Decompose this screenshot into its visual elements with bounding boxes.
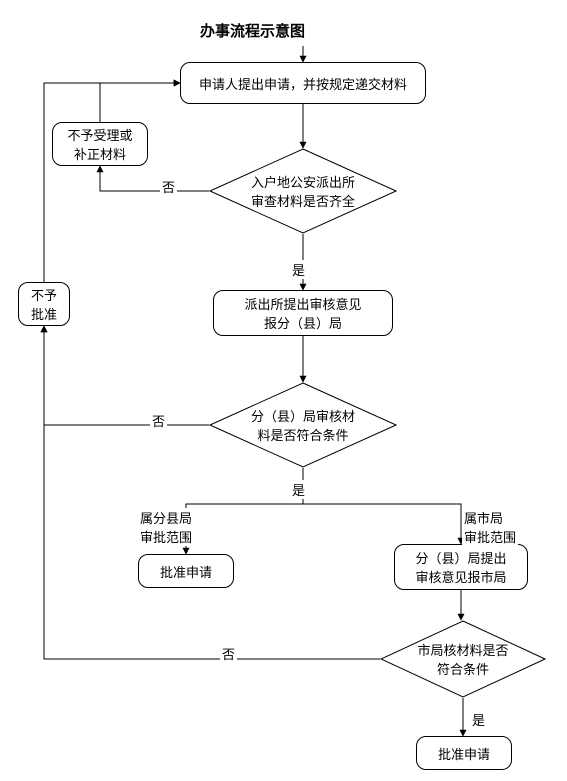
edge-label-e-d3-reject2: 否 <box>220 644 237 663</box>
node-reject1: 不予受理或补正材料 <box>52 122 148 166</box>
edge-label-e-d1-p1: 是 <box>290 260 307 279</box>
edge-label-e-d3-approve2: 是 <box>470 710 487 729</box>
node-d3: 市局核材料是否符合条件 <box>380 620 546 698</box>
node-start: 申请人提出申请，并按规定递交材料 <box>180 62 426 104</box>
edge-label-e-d2-split: 是 <box>290 480 307 499</box>
edge-e-reject1-start <box>100 83 180 122</box>
node-p1: 派出所提出审核意见报分（县）局 <box>213 290 393 336</box>
diagram-title: 办事流程示意图 <box>200 20 305 41</box>
node-approve1: 批准申请 <box>138 554 234 588</box>
node-d1: 入户地公安派出所审查材料是否齐全 <box>209 148 397 234</box>
edge-label-e-d1-reject1: 否 <box>160 177 177 196</box>
node-p2: 分（县）局提出审核意见报市局 <box>394 544 528 590</box>
edge-e-d1-reject1 <box>100 166 209 191</box>
edge-e-split-right <box>303 504 461 544</box>
edge-label-e-d2-reject2: 否 <box>150 411 167 430</box>
edge-label-e-split-left: 属分县局审批范围 <box>138 508 194 546</box>
edge-label-e-split-right: 属市局审批范围 <box>462 508 518 546</box>
node-d2: 分（县）局审核材料是否符合条件 <box>209 382 397 468</box>
edge-e-d2-reject2 <box>44 326 209 425</box>
node-reject2: 不予批准 <box>18 282 70 326</box>
edge-e-d3-reject2 <box>44 326 380 659</box>
node-approve2: 批准申请 <box>416 736 512 770</box>
edge-e-split-left <box>186 504 303 554</box>
